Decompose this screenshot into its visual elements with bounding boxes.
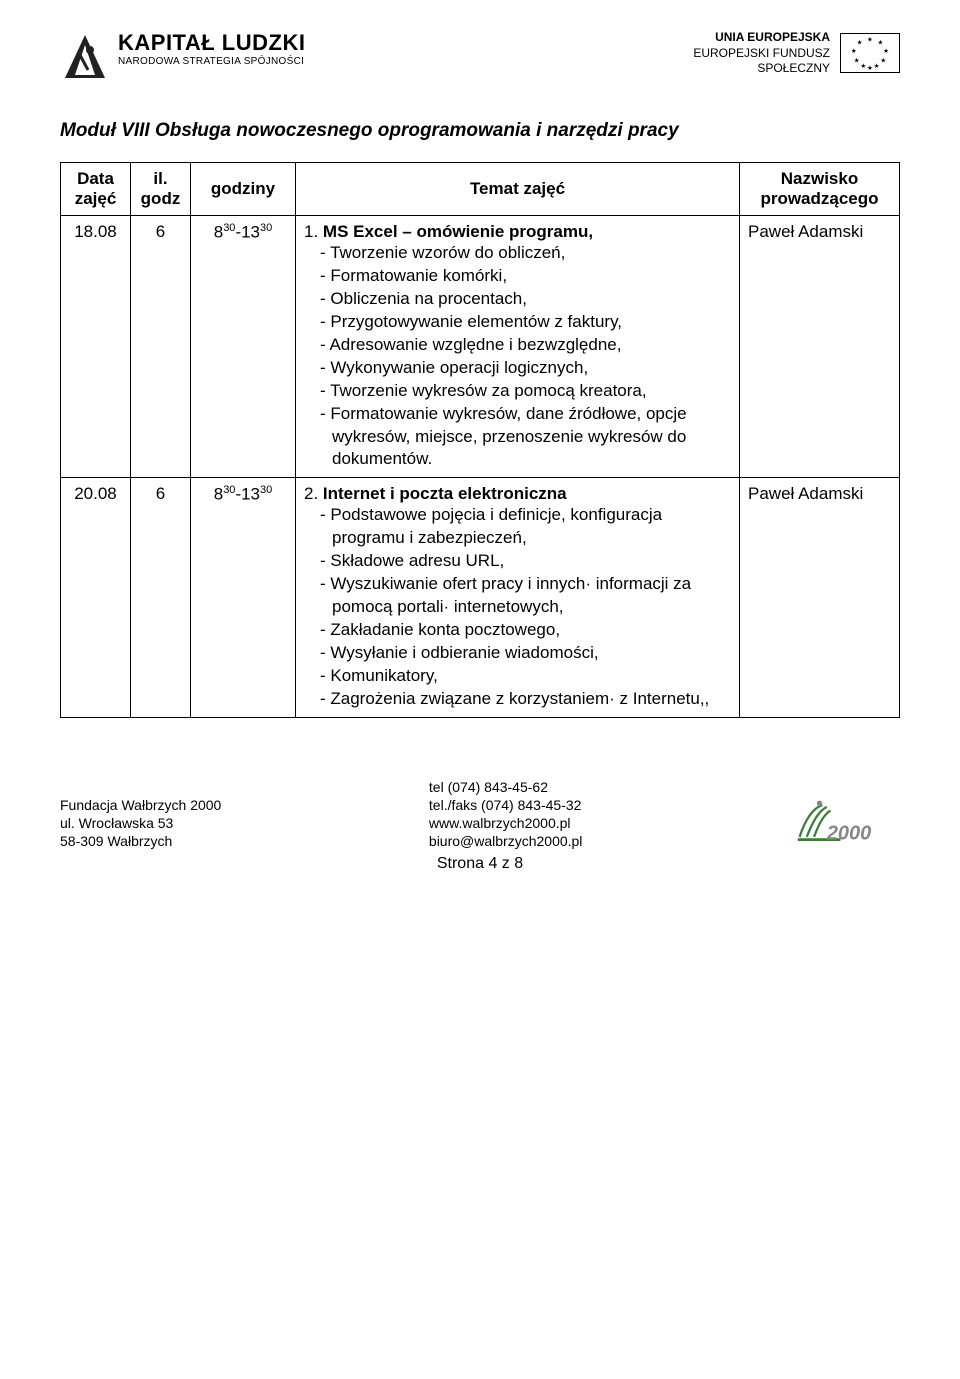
- topic-item: Komunikatory,: [320, 665, 731, 688]
- table-header-row: Data zajęć il. godz godziny Temat zajęć …: [61, 163, 900, 216]
- cell-instructor: Paweł Adamski: [740, 478, 900, 717]
- cell-data: 18.08: [61, 216, 131, 478]
- cell-godziny: 830-1330: [191, 216, 296, 478]
- th-nazwisko: Nazwisko prowadzącego: [740, 163, 900, 216]
- svg-text:★: ★: [860, 63, 866, 71]
- topic-number: 2.: [304, 484, 323, 503]
- eu-line1: UNIA EUROPEJSKA: [693, 30, 830, 46]
- footer-addr1: ul. Wrocławska 53: [60, 814, 221, 832]
- th-godziny: godziny: [191, 163, 296, 216]
- page-footer: Fundacja Wałbrzych 2000 ul. Wrocławska 5…: [60, 778, 900, 851]
- footer-faks: tel./faks (074) 843-45-32: [429, 796, 583, 814]
- footer-logo-icon: 2000: [790, 796, 900, 850]
- topic-item: Składowe adresu URL,: [320, 550, 731, 573]
- th-data: Data zajęć: [61, 163, 131, 216]
- svg-text:★: ★: [877, 39, 883, 47]
- page-number: Strona 4 z 8: [60, 855, 900, 873]
- header-left-logo-block: KAPITAŁ LUDZKI NARODOWA STRATEGIA SPÓJNO…: [60, 30, 305, 80]
- svg-text:★: ★: [874, 63, 880, 71]
- topic-item: Wykonywanie operacji logicznych,: [320, 357, 731, 380]
- kapital-ludzki-title: KAPITAŁ LUDZKI: [118, 30, 305, 56]
- topic-title: MS Excel – omówienie programu,: [323, 222, 593, 241]
- topic-item: Formatowanie komórki,: [320, 265, 731, 288]
- kapital-ludzki-subtitle: NARODOWA STRATEGIA SPÓJNOŚCI: [118, 56, 305, 67]
- topic-item: Zagrożenia związane z korzystaniem· z In…: [320, 688, 731, 711]
- topic-item: Podstawowe pojęcia i definicje, konfigur…: [320, 504, 731, 550]
- topic-title: Internet i poczta elektroniczna: [323, 484, 567, 503]
- topic-item: Przygotowywanie elementów z faktury,: [320, 311, 731, 334]
- svg-text:★: ★: [857, 39, 863, 47]
- svg-text:★: ★: [880, 57, 886, 65]
- kapital-ludzki-icon: [60, 30, 110, 80]
- topic-item-list: Tworzenie wzorów do obliczeń,Formatowani…: [304, 242, 731, 471]
- footer-tel: tel (074) 843-45-62: [429, 778, 583, 796]
- th-il: il. godz: [131, 163, 191, 216]
- th-temat: Temat zajęć: [296, 163, 740, 216]
- cell-temat: 2. Internet i poczta elektronicznaPodsta…: [296, 478, 740, 717]
- module-title: Moduł VIII Obsługa nowoczesnego oprogram…: [60, 120, 900, 142]
- eu-line2: EUROPEJSKI FUNDUSZ: [693, 46, 830, 62]
- cell-il: 6: [131, 216, 191, 478]
- topic-item: Wyszukiwanie ofert pracy i innych· infor…: [320, 573, 731, 619]
- footer-address-block: Fundacja Wałbrzych 2000 ul. Wrocławska 5…: [60, 796, 221, 851]
- footer-contact-block: tel (074) 843-45-62 tel./faks (074) 843-…: [429, 778, 583, 851]
- table-row: 18.086830-13301. MS Excel – omówienie pr…: [61, 216, 900, 478]
- topic-item: Adresowanie względne i bezwzględne,: [320, 334, 731, 357]
- cell-il: 6: [131, 478, 191, 717]
- svg-text:2000: 2000: [826, 823, 872, 845]
- eu-line3: SPOŁECZNY: [693, 61, 830, 77]
- cell-data: 20.08: [61, 478, 131, 717]
- svg-text:★: ★: [867, 36, 873, 44]
- cell-godziny: 830-1330: [191, 478, 296, 717]
- cell-temat: 1. MS Excel – omówienie programu,Tworzen…: [296, 216, 740, 478]
- topic-item: Tworzenie wykresów za pomocą kreatora,: [320, 380, 731, 403]
- topic-number: 1.: [304, 222, 323, 241]
- schedule-table: Data zajęć il. godz godziny Temat zajęć …: [60, 162, 900, 718]
- page-header: KAPITAŁ LUDZKI NARODOWA STRATEGIA SPÓJNO…: [60, 30, 900, 80]
- header-right-eu-block: UNIA EUROPEJSKA EUROPEJSKI FUNDUSZ SPOŁE…: [693, 30, 900, 77]
- topic-item: Obliczenia na procentach,: [320, 288, 731, 311]
- topic-item: Tworzenie wzorów do obliczeń,: [320, 242, 731, 265]
- footer-org: Fundacja Wałbrzych 2000: [60, 796, 221, 814]
- topic-item: Zakładanie konta pocztowego,: [320, 619, 731, 642]
- footer-email: biuro@walbrzych2000.pl: [429, 832, 583, 850]
- eu-flag-icon: ★ ★ ★ ★ ★ ★ ★ ★ ★ ★: [840, 33, 900, 73]
- topic-item: Wysyłanie i odbieranie wiadomości,: [320, 642, 731, 665]
- svg-text:★: ★: [867, 64, 873, 72]
- topic-item: Formatowanie wykresów, dane źródłowe, op…: [320, 403, 731, 472]
- topic-item-list: Podstawowe pojęcia i definicje, konfigur…: [304, 504, 731, 710]
- cell-instructor: Paweł Adamski: [740, 216, 900, 478]
- svg-text:★: ★: [883, 47, 889, 55]
- table-row: 20.086830-13302. Internet i poczta elekt…: [61, 478, 900, 717]
- footer-web: www.walbrzych2000.pl: [429, 814, 583, 832]
- svg-text:★: ★: [851, 47, 857, 55]
- svg-text:★: ★: [854, 57, 860, 65]
- footer-addr2: 58-309 Wałbrzych: [60, 832, 221, 850]
